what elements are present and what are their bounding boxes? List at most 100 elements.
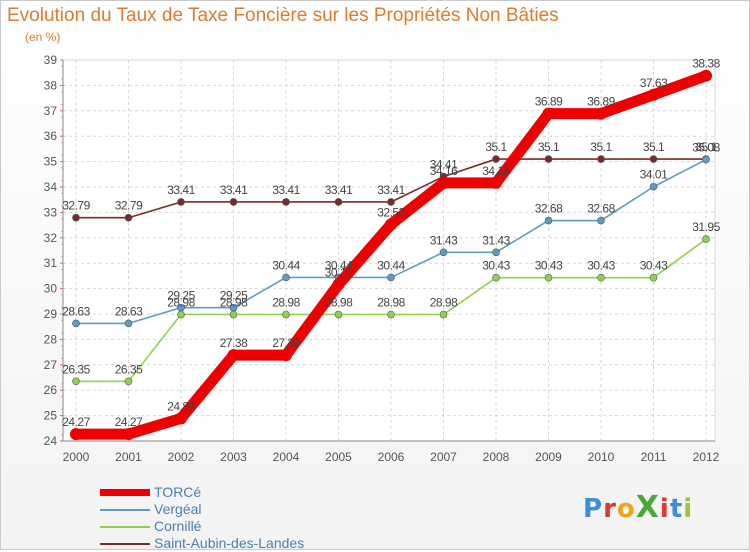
logo-letter: o bbox=[616, 494, 636, 524]
data-label: 26.35 bbox=[62, 362, 90, 376]
x-tick-label: 2012 bbox=[693, 450, 720, 464]
legend-label-torce: TORCé bbox=[154, 484, 202, 500]
data-label: 34.16 bbox=[430, 164, 458, 178]
data-label: 26.35 bbox=[115, 362, 143, 376]
data-label: 30.44 bbox=[325, 258, 353, 272]
data-label: 30.44 bbox=[272, 258, 300, 272]
data-point bbox=[492, 248, 500, 257]
data-point bbox=[387, 273, 395, 282]
data-point bbox=[647, 88, 660, 101]
y-tick-label: 24 bbox=[44, 434, 58, 448]
data-label: 24.27 bbox=[115, 415, 143, 429]
data-label: 28.98 bbox=[430, 296, 458, 310]
logo-letter: i bbox=[659, 494, 670, 524]
plot-area bbox=[62, 59, 716, 442]
y-tick-label: 29 bbox=[44, 307, 58, 321]
y-tick-label: 34 bbox=[44, 180, 58, 194]
data-label: 33.41 bbox=[377, 183, 405, 197]
series-3 bbox=[72, 155, 710, 222]
data-label: 30.43 bbox=[535, 259, 563, 273]
data-label: 31.95 bbox=[692, 220, 720, 234]
data-point bbox=[492, 155, 500, 163]
data-label: 35.1 bbox=[695, 140, 717, 154]
data-point bbox=[334, 198, 343, 206]
data-label: 29.25 bbox=[220, 289, 248, 303]
data-point bbox=[439, 248, 448, 257]
data-label: 28.98 bbox=[167, 296, 195, 310]
data-point bbox=[544, 273, 553, 282]
data-point bbox=[649, 182, 658, 191]
y-tick-label: 38 bbox=[44, 78, 58, 92]
data-point bbox=[280, 349, 292, 362]
data-label: 30.43 bbox=[640, 259, 668, 273]
data-label: 24.27 bbox=[62, 415, 90, 429]
y-tick-label: 28 bbox=[44, 332, 58, 346]
data-point bbox=[544, 155, 553, 163]
data-label: 28.98 bbox=[325, 296, 353, 310]
data-label: 24.89 bbox=[167, 399, 195, 413]
data-point bbox=[177, 310, 185, 319]
y-tick-label: 31 bbox=[44, 256, 58, 270]
data-point bbox=[282, 310, 290, 319]
x-tick-label: 2003 bbox=[220, 450, 247, 464]
proxiti-logo: ProXiti bbox=[583, 490, 693, 525]
data-label: 30.43 bbox=[587, 259, 615, 273]
data-label: 32.79 bbox=[115, 199, 143, 213]
data-label: 30.16 bbox=[325, 266, 353, 280]
data-point bbox=[437, 176, 450, 189]
series-0 bbox=[70, 69, 712, 441]
logo-letter: r bbox=[603, 494, 617, 524]
data-point bbox=[387, 310, 395, 319]
y-tick-label: 30 bbox=[44, 282, 58, 296]
data-label: 27.38 bbox=[220, 336, 248, 350]
x-tick-label: 2011 bbox=[641, 450, 667, 464]
data-label: 28.63 bbox=[62, 304, 90, 318]
data-point bbox=[492, 273, 500, 282]
series-2 bbox=[72, 235, 710, 386]
chart-title: Evolution du Taux de Taxe Foncière sur l… bbox=[7, 5, 559, 26]
data-label: 31.43 bbox=[430, 233, 458, 247]
data-point bbox=[700, 69, 712, 82]
x-tick-label: 2009 bbox=[535, 450, 562, 464]
data-point bbox=[72, 319, 80, 328]
data-label: 28.98 bbox=[220, 296, 248, 310]
data-label: 37.63 bbox=[640, 76, 668, 90]
data-point bbox=[702, 155, 710, 164]
data-point bbox=[649, 155, 658, 163]
data-point bbox=[282, 273, 290, 282]
data-point bbox=[122, 428, 135, 441]
logo-letter: P bbox=[583, 494, 604, 524]
x-tick-label: 2010 bbox=[588, 450, 615, 464]
data-label: 34.41 bbox=[430, 158, 458, 172]
data-label: 28.98 bbox=[377, 296, 405, 310]
data-point bbox=[332, 278, 345, 291]
y-tick-label: 33 bbox=[44, 205, 58, 219]
data-point bbox=[124, 319, 133, 328]
data-label: 32.68 bbox=[535, 202, 563, 216]
data-label: 32.53 bbox=[377, 205, 405, 219]
data-point bbox=[227, 349, 240, 362]
data-label: 36.89 bbox=[587, 95, 615, 109]
data-label: 33.41 bbox=[220, 183, 248, 197]
data-label: 34.01 bbox=[640, 168, 668, 182]
data-label: 28.63 bbox=[115, 304, 143, 318]
x-tick-label: 2002 bbox=[168, 450, 195, 464]
data-point bbox=[385, 218, 397, 231]
y-tick-label: 37 bbox=[44, 104, 58, 118]
data-point bbox=[597, 155, 605, 163]
logo-letter: X bbox=[635, 490, 660, 525]
data-label: 30.43 bbox=[482, 259, 510, 273]
data-label: 32.79 bbox=[62, 199, 90, 213]
data-point bbox=[595, 107, 607, 120]
data-point bbox=[175, 412, 187, 425]
data-label: 35.1 bbox=[643, 140, 665, 154]
x-tick-label: 2005 bbox=[325, 450, 352, 464]
data-label: 35.1 bbox=[590, 140, 612, 154]
data-point bbox=[387, 198, 395, 206]
data-label: 33.41 bbox=[167, 183, 195, 197]
y-tick-label: 27 bbox=[44, 358, 58, 372]
data-point bbox=[124, 377, 133, 386]
data-label: 34.16 bbox=[482, 164, 510, 178]
data-label: 30.44 bbox=[377, 258, 405, 272]
